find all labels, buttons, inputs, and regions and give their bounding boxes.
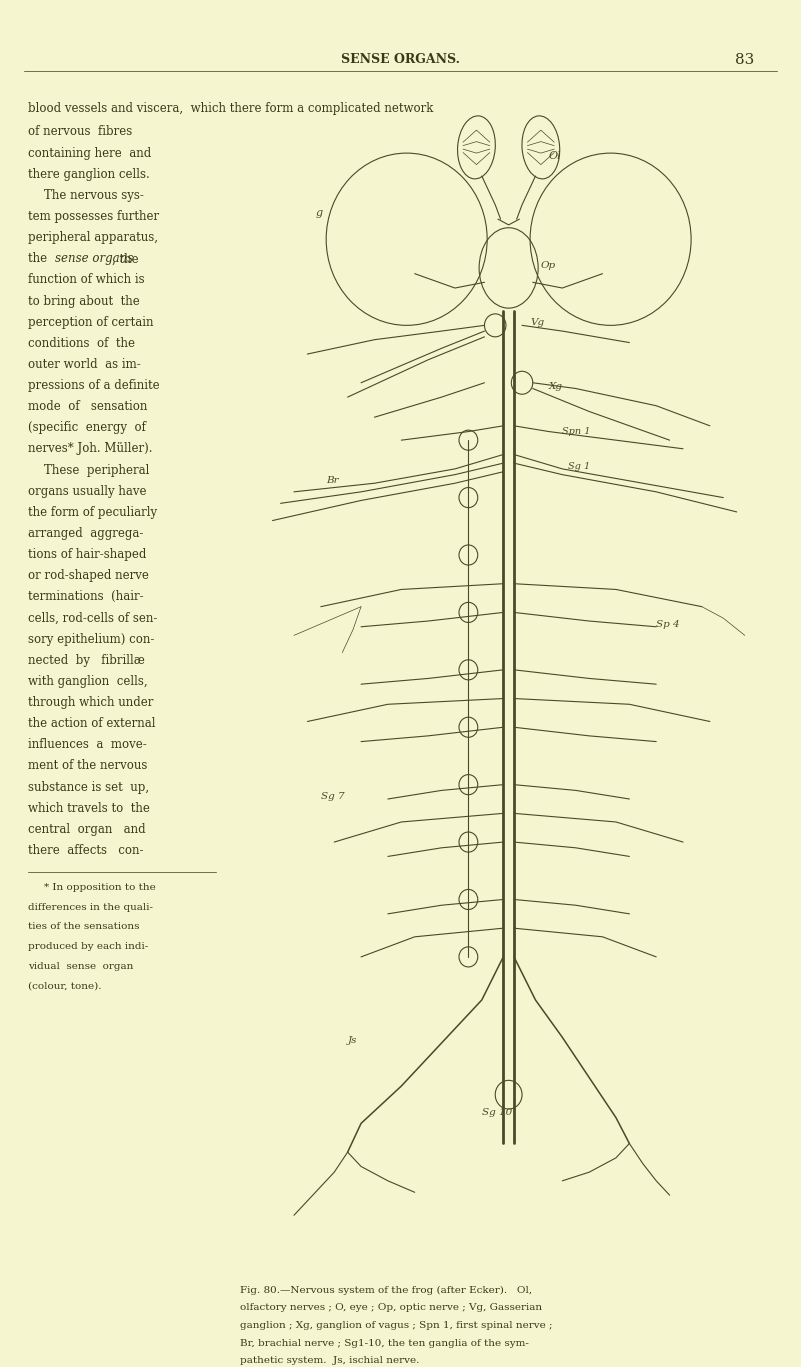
Text: peripheral apparatus,: peripheral apparatus, bbox=[28, 231, 158, 245]
Circle shape bbox=[459, 718, 477, 737]
Text: with ganglion  cells,: with ganglion cells, bbox=[28, 675, 147, 688]
Text: perception of certain: perception of certain bbox=[28, 316, 154, 328]
Text: influences  a  move-: influences a move- bbox=[28, 738, 147, 752]
Circle shape bbox=[459, 488, 477, 507]
Text: Fig. 80.—Nervous system of the frog (after Ecker).   Ol,: Fig. 80.—Nervous system of the frog (aft… bbox=[240, 1285, 533, 1295]
Text: differences in the quali-: differences in the quali- bbox=[28, 902, 153, 912]
Circle shape bbox=[459, 833, 477, 852]
Text: tem possesses further: tem possesses further bbox=[28, 211, 159, 223]
Text: the action of external: the action of external bbox=[28, 718, 155, 730]
Text: or rod-shaped nerve: or rod-shaped nerve bbox=[28, 569, 149, 582]
Text: , the: , the bbox=[112, 253, 139, 265]
Text: The nervous sys-: The nervous sys- bbox=[44, 189, 144, 202]
Text: Sg 10: Sg 10 bbox=[481, 1107, 512, 1117]
Text: central  organ   and: central organ and bbox=[28, 823, 146, 835]
Circle shape bbox=[459, 660, 477, 679]
Circle shape bbox=[459, 890, 477, 909]
Text: the form of peculiarly: the form of peculiarly bbox=[28, 506, 157, 519]
Text: (colour, tone).: (colour, tone). bbox=[28, 982, 102, 991]
Text: These  peripheral: These peripheral bbox=[44, 463, 150, 477]
Text: the: the bbox=[28, 253, 51, 265]
Text: Spn 1: Spn 1 bbox=[562, 428, 591, 436]
Text: of nervous  fibres: of nervous fibres bbox=[28, 126, 132, 138]
Text: Sg 7: Sg 7 bbox=[320, 791, 344, 801]
Text: tions of hair-shaped: tions of hair-shaped bbox=[28, 548, 147, 560]
Text: Br: Br bbox=[326, 476, 339, 485]
Text: nected  by   fibrillæ: nected by fibrillæ bbox=[28, 653, 145, 667]
Text: through which under: through which under bbox=[28, 696, 154, 709]
Text: sense organs: sense organs bbox=[55, 253, 134, 265]
Text: terminations  (hair-: terminations (hair- bbox=[28, 591, 143, 603]
Text: ties of the sensations: ties of the sensations bbox=[28, 923, 139, 931]
Text: which travels to  the: which travels to the bbox=[28, 801, 150, 815]
Text: there  affects   con-: there affects con- bbox=[28, 843, 143, 857]
Text: cells, rod-cells of sen-: cells, rod-cells of sen- bbox=[28, 611, 158, 625]
Text: Sp 4: Sp 4 bbox=[656, 619, 680, 629]
Text: ganglion ; Xg, ganglion of vagus ; Spn 1, first spinal nerve ;: ganglion ; Xg, ganglion of vagus ; Spn 1… bbox=[240, 1321, 553, 1330]
Text: (specific  energy  of: (specific energy of bbox=[28, 421, 146, 435]
Text: Xg: Xg bbox=[549, 381, 563, 391]
Text: sory epithelium) con-: sory epithelium) con- bbox=[28, 633, 155, 645]
Text: olfactory nerves ; O, eye ; Op, optic nerve ; Vg, Gasserian: olfactory nerves ; O, eye ; Op, optic ne… bbox=[240, 1303, 542, 1312]
Text: pressions of a definite: pressions of a definite bbox=[28, 379, 159, 392]
Text: organs usually have: organs usually have bbox=[28, 485, 147, 498]
Circle shape bbox=[495, 1080, 522, 1109]
Text: * In opposition to the: * In opposition to the bbox=[44, 883, 156, 891]
Text: g: g bbox=[316, 208, 323, 219]
Text: ment of the nervous: ment of the nervous bbox=[28, 760, 147, 772]
Text: Sg 1: Sg 1 bbox=[568, 462, 590, 470]
Text: Br, brachial nerve ; Sg1-10, the ten ganglia of the sym-: Br, brachial nerve ; Sg1-10, the ten gan… bbox=[240, 1338, 529, 1348]
Text: outer world  as im-: outer world as im- bbox=[28, 358, 141, 370]
Text: produced by each indi-: produced by each indi- bbox=[28, 942, 148, 951]
Text: 83: 83 bbox=[735, 53, 755, 67]
Circle shape bbox=[459, 947, 477, 966]
Text: mode  of   sensation: mode of sensation bbox=[28, 401, 147, 413]
Text: SENSE ORGANS.: SENSE ORGANS. bbox=[341, 53, 460, 67]
Text: there ganglion cells.: there ganglion cells. bbox=[28, 168, 150, 180]
Text: Vg: Vg bbox=[530, 319, 544, 327]
Text: function of which is: function of which is bbox=[28, 273, 145, 287]
Text: Ol: Ol bbox=[549, 150, 562, 161]
Text: conditions  of  the: conditions of the bbox=[28, 336, 135, 350]
Text: pathetic system.  Js, ischial nerve.: pathetic system. Js, ischial nerve. bbox=[240, 1356, 420, 1366]
Circle shape bbox=[459, 775, 477, 794]
Circle shape bbox=[459, 545, 477, 565]
Text: Op: Op bbox=[541, 261, 556, 269]
Text: arranged  aggrega-: arranged aggrega- bbox=[28, 526, 143, 540]
Text: vidual  sense  organ: vidual sense organ bbox=[28, 962, 134, 971]
Text: nerves* Joh. Müller).: nerves* Joh. Müller). bbox=[28, 443, 152, 455]
Text: containing here  and: containing here and bbox=[28, 146, 151, 160]
Text: substance is set  up,: substance is set up, bbox=[28, 781, 149, 793]
Text: blood vessels and viscera,  which there form a complicated network: blood vessels and viscera, which there f… bbox=[28, 103, 433, 115]
Text: Js: Js bbox=[348, 1036, 357, 1044]
Circle shape bbox=[459, 431, 477, 450]
Text: to bring about  the: to bring about the bbox=[28, 294, 140, 308]
Circle shape bbox=[459, 603, 477, 622]
